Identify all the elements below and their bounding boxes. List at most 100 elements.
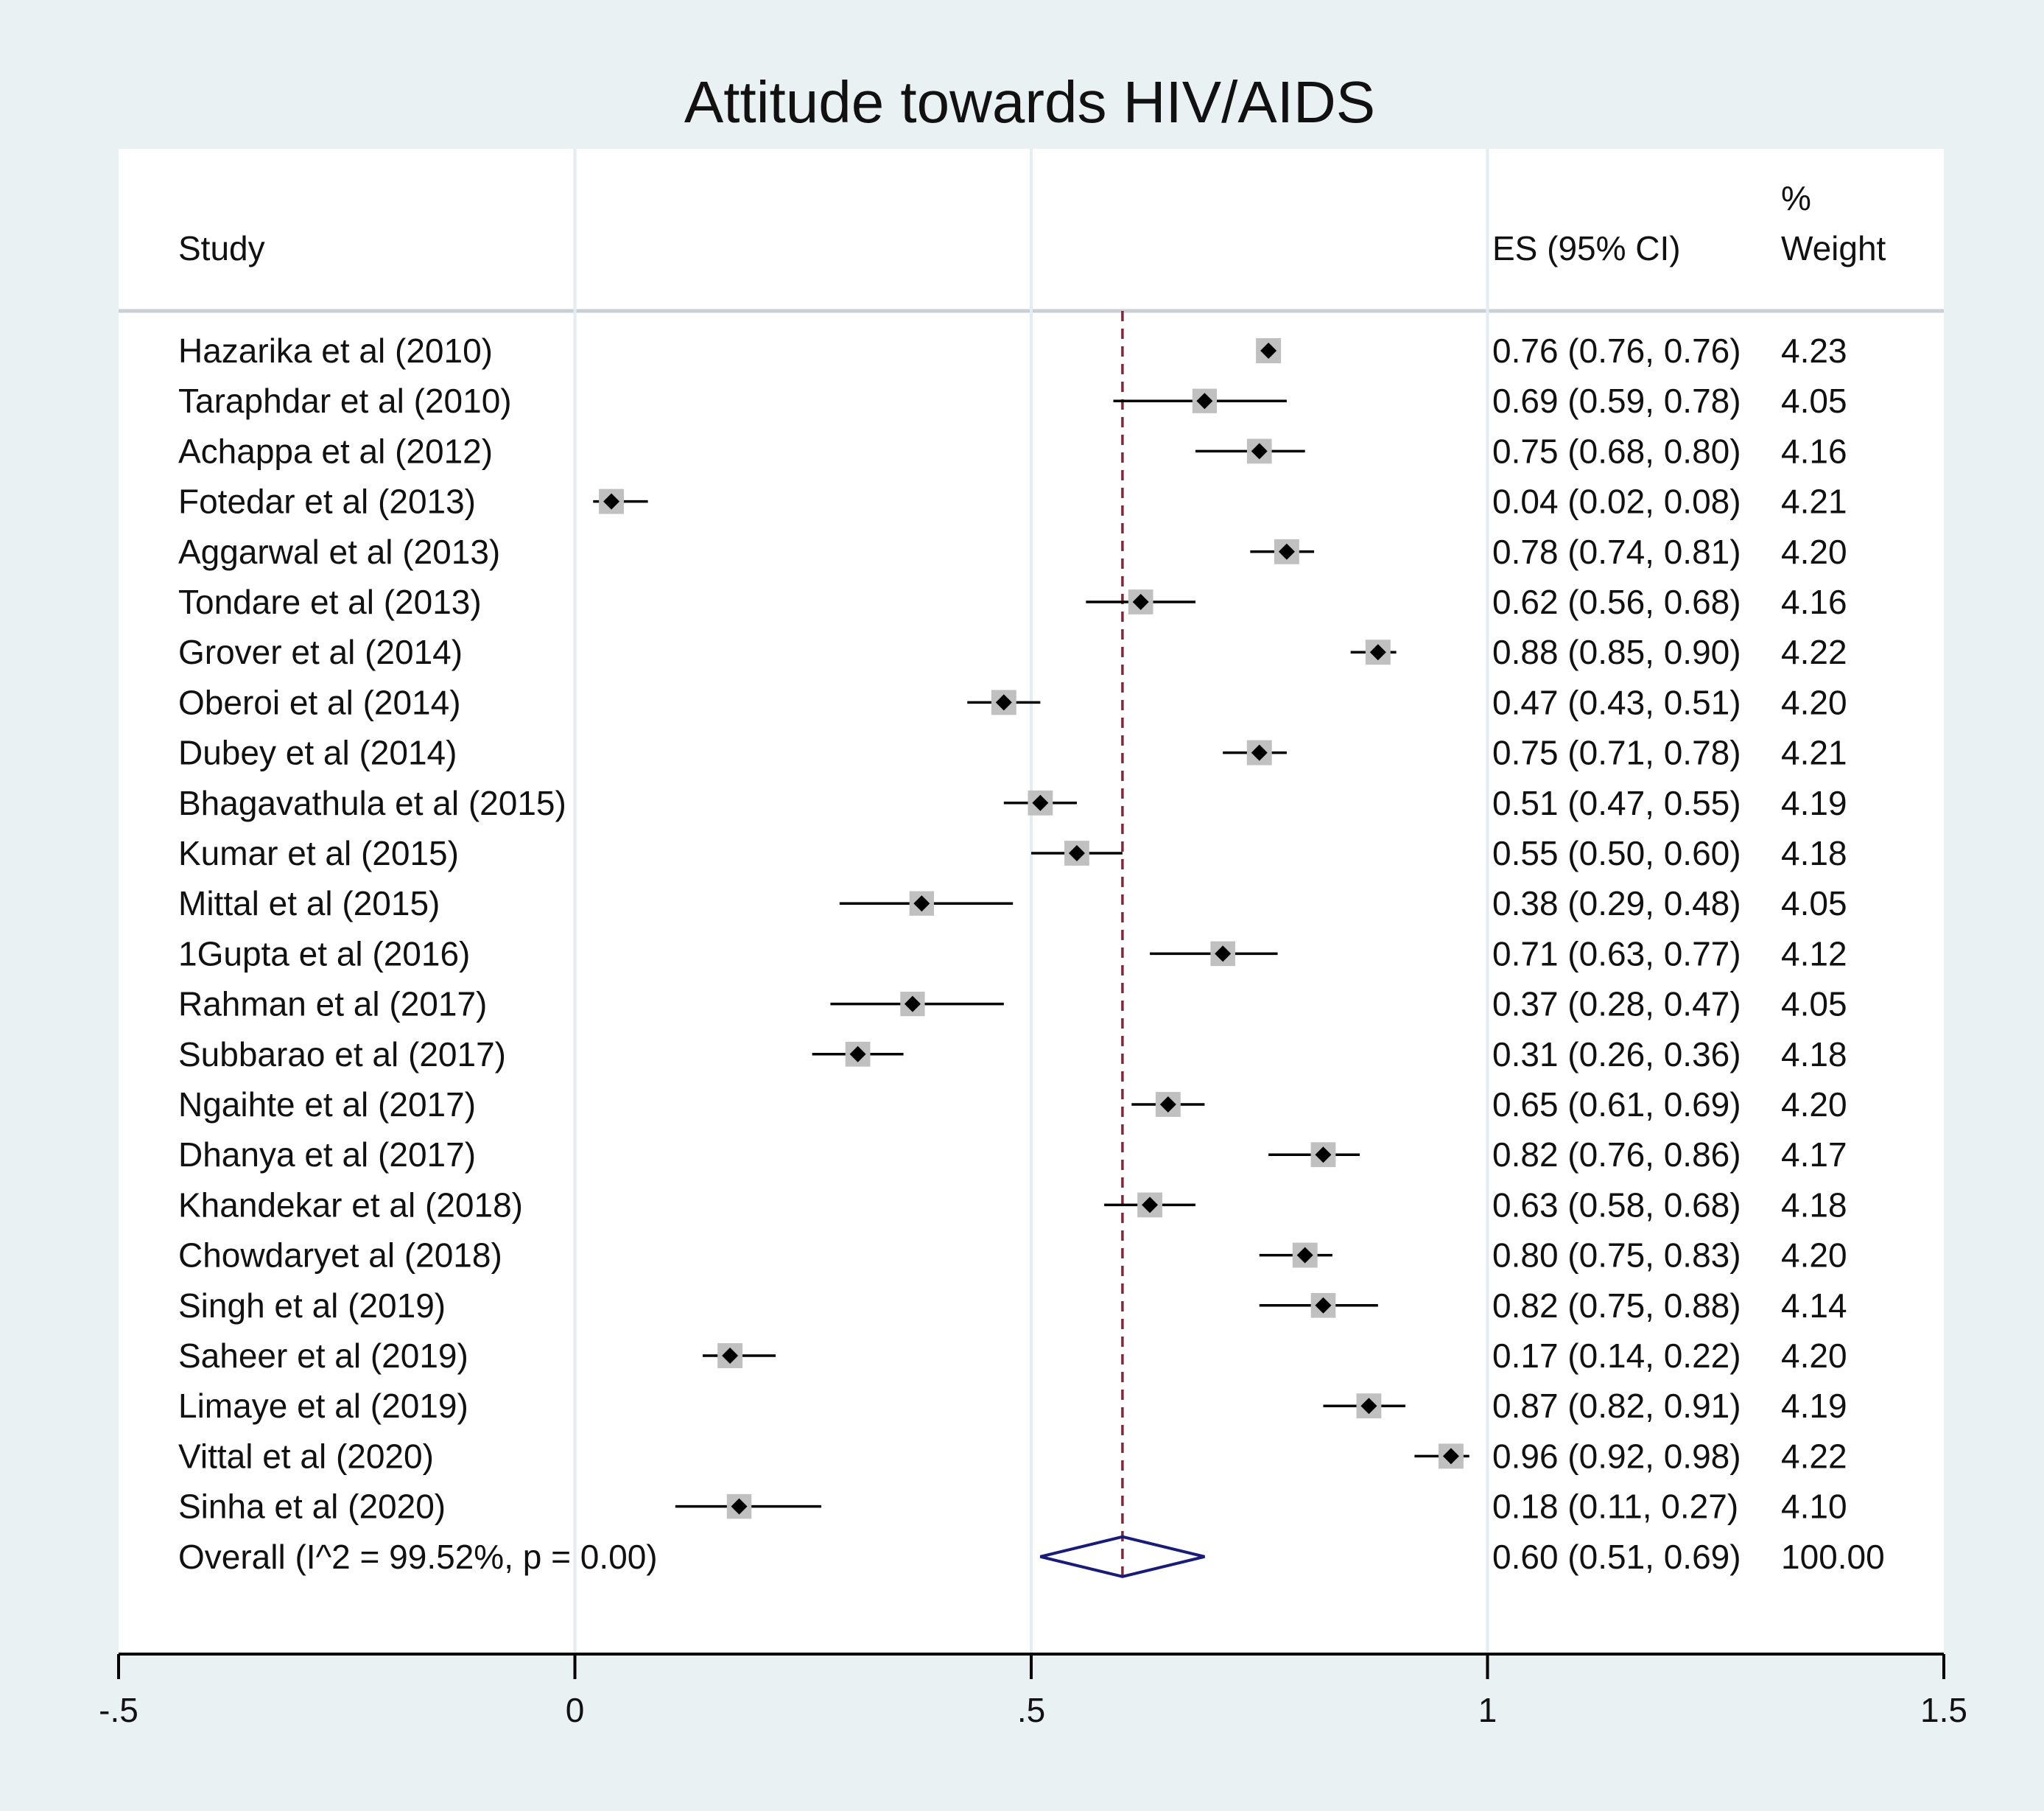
- study-es-ci: 0.88 (0.85, 0.90): [1492, 633, 1741, 671]
- study-row: Aggarwal et al (2013) 0.78 (0.74, 0.81) 4.…: [178, 533, 1847, 571]
- study-row: Vittal et al (2020) 0.96 (0.92, 0.98) 4.22: [178, 1437, 1847, 1475]
- study-rows: Hazarika et al (2010) 0.76 (0.76, 0.76) 4.…: [178, 332, 1847, 1526]
- study-weight: 4.21: [1781, 734, 1847, 772]
- study-label: Kumar et al (2015): [178, 834, 459, 872]
- study-weight: 4.16: [1781, 583, 1847, 621]
- study-row: Rahman et al (2017) 0.37 (0.28, 0.47) 4.05: [178, 985, 1847, 1023]
- study-row: Sinha et al (2020) 0.18 (0.11, 0.27) 4.10: [178, 1488, 1847, 1526]
- study-label: Khandekar et al (2018): [178, 1185, 523, 1224]
- study-es-ci: 0.37 (0.28, 0.47): [1492, 985, 1741, 1023]
- study-row: Mittal et al (2015) 0.38 (0.29, 0.48) 4.05: [178, 884, 1847, 922]
- study-row: Dubey et al (2014) 0.75 (0.71, 0.78) 4.21: [178, 734, 1847, 772]
- study-point-estimate: [913, 895, 930, 912]
- study-label: Chowdaryet al (2018): [178, 1236, 502, 1275]
- study-row: Taraphdar et al (2010) 0.69 (0.59, 0.78) 4…: [178, 382, 1847, 420]
- study-es-ci: 0.82 (0.76, 0.86): [1492, 1135, 1741, 1174]
- overall-row: Overall (I^2 = 99.52%, p = 0.00) 0.60 (0.…: [178, 1535, 1885, 1578]
- study-label: Dubey et al (2014): [178, 734, 457, 772]
- study-label: Saheer et al (2019): [178, 1337, 468, 1375]
- study-point-estimate: [995, 694, 1012, 711]
- study-es-ci: 0.75 (0.68, 0.80): [1492, 432, 1741, 470]
- study-es-ci: 0.65 (0.61, 0.69): [1492, 1085, 1741, 1124]
- study-row: Kumar et al (2015) 0.55 (0.50, 0.60) 4.18: [178, 834, 1847, 872]
- study-es-ci: 0.78 (0.74, 0.81): [1492, 533, 1741, 571]
- column-header-es: ES (95% CI): [1492, 229, 1681, 267]
- study-row: Hazarika et al (2010) 0.76 (0.76, 0.76) 4.…: [178, 332, 1847, 370]
- study-label: Dhanya et al (2017): [178, 1135, 476, 1174]
- study-weight: 4.21: [1781, 483, 1847, 521]
- column-header-study: Study: [178, 229, 265, 267]
- study-point-estimate: [1132, 594, 1149, 610]
- study-es-ci: 0.71 (0.63, 0.77): [1492, 934, 1741, 973]
- study-row: Limaye et al (2019) 0.87 (0.82, 0.91) 4.19: [178, 1387, 1847, 1425]
- study-row: Singh et al (2019) 0.82 (0.75, 0.88) 4.14: [178, 1286, 1847, 1325]
- study-row: Grover et al (2014) 0.88 (0.85, 0.90) 4.22: [178, 633, 1847, 671]
- study-weight: 4.19: [1781, 1387, 1847, 1425]
- study-weight: 4.20: [1781, 1337, 1847, 1375]
- x-tick-label: .5: [1017, 1691, 1045, 1729]
- study-point-estimate: [904, 995, 921, 1012]
- study-label: Oberoi et al (2014): [178, 683, 461, 721]
- study-weight: 4.20: [1781, 1236, 1847, 1275]
- study-point-estimate: [1196, 393, 1213, 410]
- study-point-estimate: [1278, 543, 1295, 560]
- x-tick-label: -.5: [99, 1691, 138, 1729]
- study-point-estimate: [1251, 443, 1268, 460]
- overall-es-ci: 0.60 (0.51, 0.69): [1492, 1538, 1741, 1576]
- study-weight: 4.23: [1781, 332, 1847, 370]
- x-axis: -.5 0 .5 1 1.5: [99, 1653, 1967, 1729]
- study-label: Grover et al (2014): [178, 633, 463, 671]
- study-es-ci: 0.82 (0.75, 0.88): [1492, 1286, 1741, 1325]
- study-weight: 4.05: [1781, 884, 1847, 922]
- study-es-ci: 0.80 (0.75, 0.83): [1492, 1236, 1741, 1275]
- study-label: Vittal et al (2020): [178, 1437, 434, 1475]
- study-es-ci: 0.75 (0.71, 0.78): [1492, 734, 1741, 772]
- study-row: Dhanya et al (2017) 0.82 (0.76, 0.86) 4.17: [178, 1135, 1847, 1174]
- study-row: Tondare et al (2013) 0.62 (0.56, 0.68) 4.1…: [178, 583, 1847, 621]
- study-point-estimate: [1296, 1247, 1313, 1264]
- study-label: Bhagavathula et al (2015): [178, 784, 566, 822]
- study-weight: 4.20: [1781, 533, 1847, 571]
- study-row: Khandekar et al (2018) 0.63 (0.58, 0.68) 4…: [178, 1185, 1847, 1224]
- study-point-estimate: [1315, 1297, 1332, 1314]
- study-weight: 4.18: [1781, 1185, 1847, 1224]
- study-point-estimate: [603, 493, 620, 510]
- study-weight: 4.18: [1781, 1035, 1847, 1073]
- study-es-ci: 0.38 (0.29, 0.48): [1492, 884, 1741, 922]
- study-row: Bhagavathula et al (2015) 0.51 (0.47, 0.5…: [178, 784, 1847, 822]
- column-header-weight-pct: %: [1781, 179, 1811, 217]
- study-es-ci: 0.69 (0.59, 0.78): [1492, 382, 1741, 420]
- study-label: Ngaihte et al (2017): [178, 1085, 476, 1124]
- overall-weight: 100.00: [1781, 1538, 1885, 1576]
- study-weight: 4.18: [1781, 834, 1847, 872]
- study-es-ci: 0.17 (0.14, 0.22): [1492, 1337, 1741, 1375]
- study-label: Singh et al (2019): [178, 1286, 446, 1325]
- study-row: Ngaihte et al (2017) 0.65 (0.61, 0.69) 4.2…: [178, 1085, 1847, 1124]
- study-es-ci: 0.31 (0.26, 0.36): [1492, 1035, 1741, 1073]
- x-tick-label: 0: [566, 1691, 585, 1729]
- study-point-estimate: [722, 1348, 739, 1364]
- study-es-ci: 0.47 (0.43, 0.51): [1492, 683, 1741, 721]
- study-point-estimate: [1251, 744, 1268, 761]
- study-es-ci: 0.62 (0.56, 0.68): [1492, 583, 1741, 621]
- study-row: Achappa et al (2012) 0.75 (0.68, 0.80) 4.1…: [178, 432, 1847, 470]
- study-row: Chowdaryet al (2018) 0.80 (0.75, 0.83) 4.2…: [178, 1236, 1847, 1275]
- study-label: 1Gupta et al (2016): [178, 934, 470, 973]
- study-es-ci: 0.55 (0.50, 0.60): [1492, 834, 1741, 872]
- study-weight: 4.16: [1781, 432, 1847, 470]
- study-weight: 4.22: [1781, 1437, 1847, 1475]
- study-weight: 4.20: [1781, 683, 1847, 721]
- study-row: Saheer et al (2019) 0.17 (0.14, 0.22) 4.20: [178, 1337, 1847, 1375]
- study-point-estimate: [1159, 1096, 1176, 1113]
- study-label: Limaye et al (2019): [178, 1387, 468, 1425]
- study-label: Sinha et al (2020): [178, 1488, 446, 1526]
- study-es-ci: 0.96 (0.92, 0.98): [1492, 1437, 1741, 1475]
- study-es-ci: 0.04 (0.02, 0.08): [1492, 483, 1741, 521]
- study-weight: 4.05: [1781, 985, 1847, 1023]
- study-point-estimate: [731, 1498, 748, 1515]
- study-weight: 4.19: [1781, 784, 1847, 822]
- study-es-ci: 0.76 (0.76, 0.76): [1492, 332, 1741, 370]
- study-row: Fotedar et al (2013) 0.04 (0.02, 0.08) 4.2…: [178, 483, 1847, 521]
- study-label: Hazarika et al (2010): [178, 332, 493, 370]
